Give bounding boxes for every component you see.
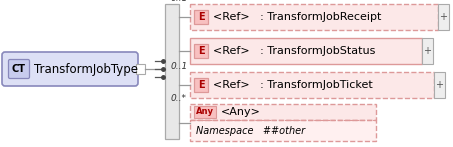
Bar — [434, 72, 445, 98]
Bar — [194, 10, 208, 24]
Text: +: + — [435, 80, 443, 90]
Bar — [136, 64, 145, 74]
Text: TransformJobType: TransformJobType — [34, 62, 138, 76]
Text: Namespace   ##other: Namespace ##other — [196, 126, 305, 136]
Text: CT: CT — [12, 64, 26, 74]
FancyBboxPatch shape — [2, 52, 138, 86]
Bar — [190, 4, 438, 30]
Text: 0..1: 0..1 — [171, 0, 188, 3]
Bar — [190, 120, 376, 141]
Text: <Any>: <Any> — [221, 107, 261, 117]
Bar — [165, 4, 179, 139]
Text: E: E — [198, 12, 204, 22]
Text: <Ref>   : TransformJobStatus: <Ref> : TransformJobStatus — [213, 46, 376, 56]
Text: +: + — [424, 46, 432, 56]
Text: <Ref>   : TransformJobTicket: <Ref> : TransformJobTicket — [213, 80, 373, 90]
FancyBboxPatch shape — [9, 60, 29, 78]
Bar — [194, 106, 216, 118]
Bar — [438, 4, 449, 30]
Text: <Ref>   : TransformJobReceipt: <Ref> : TransformJobReceipt — [213, 12, 381, 22]
Text: +: + — [439, 12, 448, 22]
Text: E: E — [198, 80, 204, 90]
Text: 0..*: 0..* — [171, 94, 187, 103]
Text: 0..1: 0..1 — [171, 62, 188, 71]
Text: Any: Any — [196, 107, 214, 117]
Bar — [190, 38, 422, 64]
Bar — [190, 72, 434, 98]
Text: E: E — [198, 46, 204, 56]
Bar — [194, 78, 208, 92]
Bar — [422, 38, 433, 64]
Bar — [194, 44, 208, 58]
Bar — [190, 104, 376, 120]
